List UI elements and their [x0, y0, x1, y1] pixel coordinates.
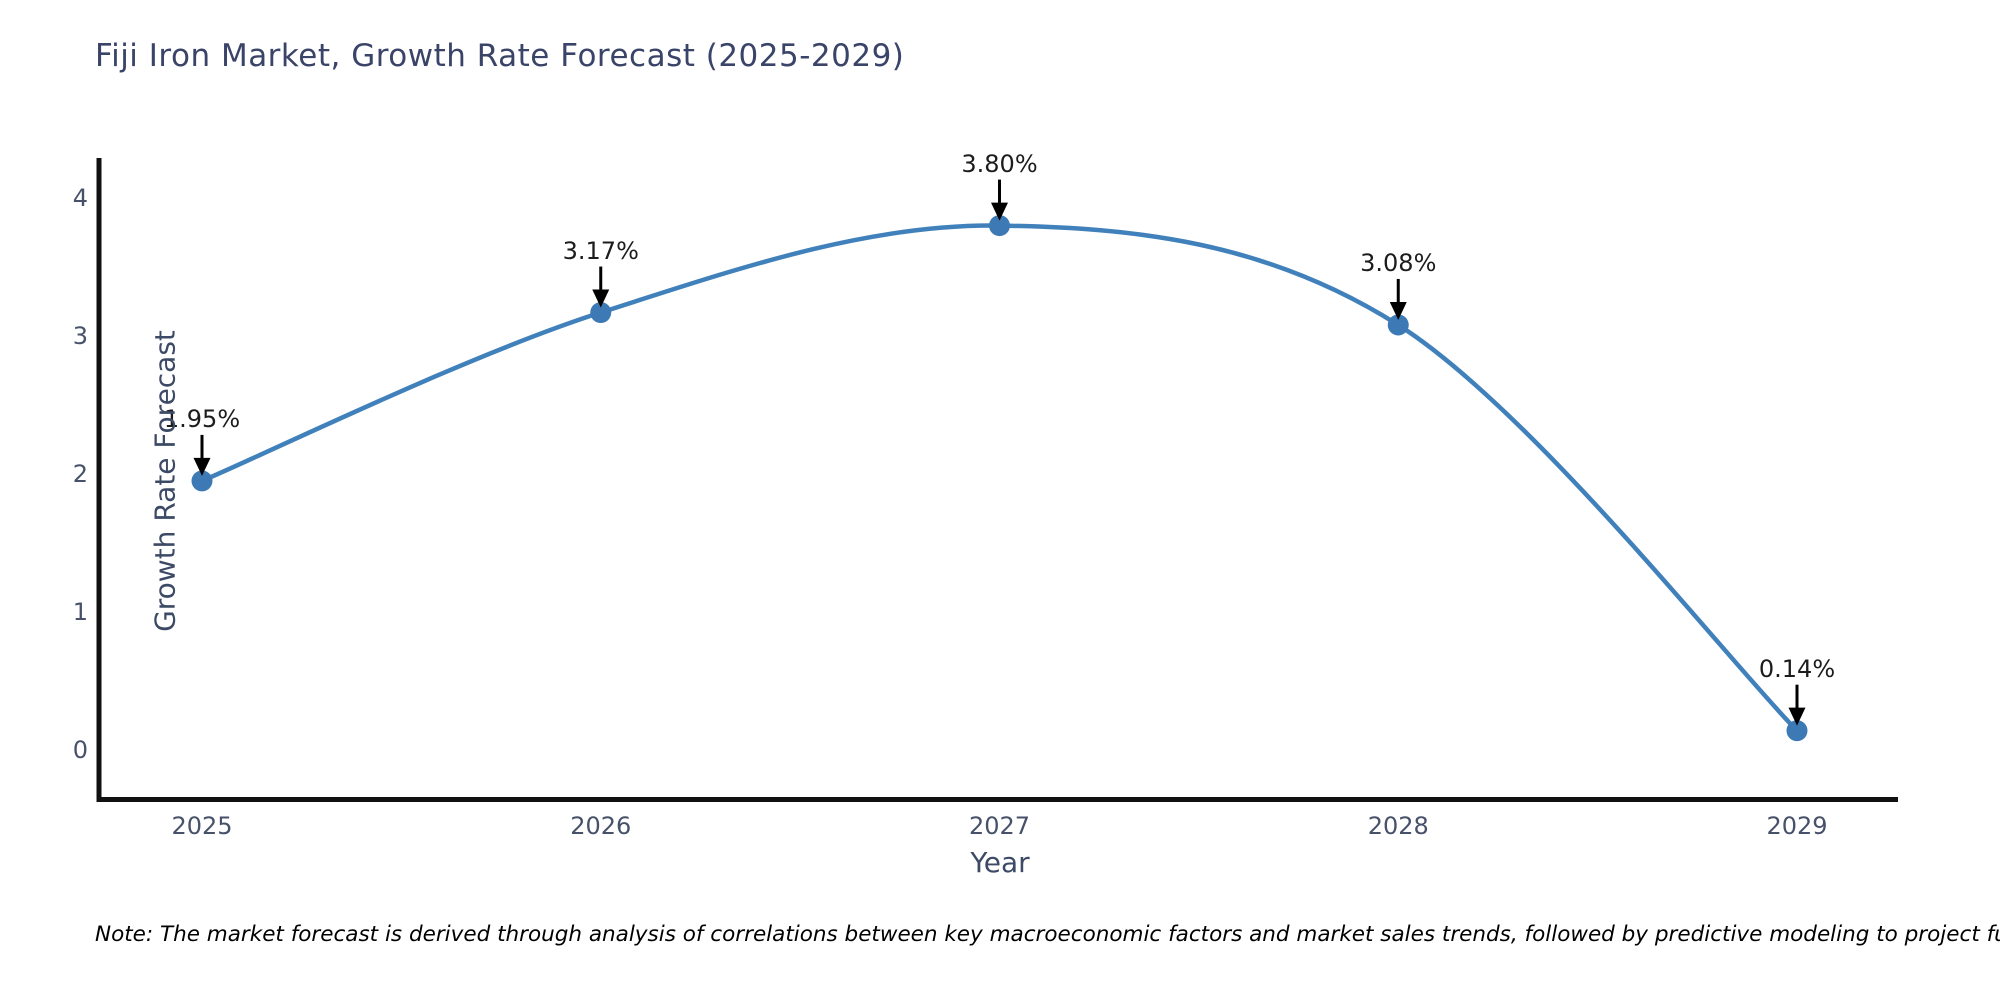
annotation-arrow-head	[592, 289, 610, 308]
data-point-marker	[1387, 314, 1409, 336]
forecast-line	[199, 223, 1800, 733]
x-axis-title: Year	[970, 846, 1030, 879]
data-point-marker	[191, 470, 213, 492]
y-axis-title: Growth Rate Forecast	[148, 330, 182, 632]
x-tick-label: 2027	[968, 812, 1031, 840]
point-value-label: 3.80%	[961, 149, 1038, 178]
y-tick-label: 3	[72, 322, 88, 350]
point-value-label: 3.17%	[562, 236, 639, 265]
x-tick-label: 2025	[171, 812, 233, 840]
y-tick-label: 4	[72, 184, 88, 212]
y-tick-label: 2	[72, 460, 88, 488]
x-tick-label: 2028	[1367, 812, 1429, 840]
annotation-arrow-head	[193, 457, 211, 476]
annotation-arrow-head	[1389, 301, 1407, 320]
y-tick-label: 0	[72, 736, 88, 764]
y-tick-label: 1	[72, 598, 88, 626]
x-tick-label: 2029	[1766, 812, 1828, 840]
chart-title: Fiji Iron Market, Growth Rate Forecast (…	[95, 38, 905, 74]
annotation-arrow-head	[1788, 707, 1806, 726]
annotation-arrow-head	[991, 202, 1008, 221]
point-value-label: 3.08%	[1360, 248, 1437, 277]
data-point-marker	[1786, 720, 1808, 742]
data-point-marker	[590, 302, 612, 324]
point-value-label: 0.14%	[1758, 654, 1836, 683]
axis-spines	[96, 158, 1898, 802]
x-tick-label: 2026	[570, 812, 632, 840]
data-point-marker	[989, 215, 1010, 237]
chart-footnote: Note: The market forecast is derived thr…	[95, 922, 2000, 947]
point-value-label: 1.95%	[163, 404, 241, 433]
